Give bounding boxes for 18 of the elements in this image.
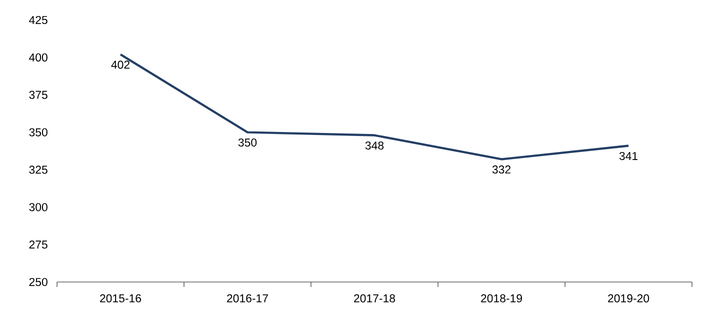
y-tick-label: 375 [29, 90, 48, 99]
data-label: 348 [365, 141, 384, 150]
data-label: 332 [492, 165, 510, 174]
y-tick-label: 350 [29, 128, 48, 136]
y-tick-label: 425 [29, 16, 48, 24]
data-label: 350 [238, 138, 257, 147]
y-tick-label: 325 [29, 166, 48, 174]
y-tick-label: 275 [29, 240, 48, 249]
y-tick-label: 300 [29, 203, 48, 212]
x-tick-label: 2019-20 [608, 294, 650, 302]
data-label: 402 [111, 60, 130, 69]
y-tick-label: 250 [29, 278, 48, 286]
y-tick-label: 400 [29, 53, 48, 62]
data-label: 341 [619, 152, 638, 160]
x-tick-label: 2017-18 [354, 294, 396, 302]
x-tick-label: 2018-19 [481, 294, 522, 302]
x-tick-label: 2016-17 [227, 294, 268, 302]
x-tick-label: 2015-16 [100, 294, 141, 302]
